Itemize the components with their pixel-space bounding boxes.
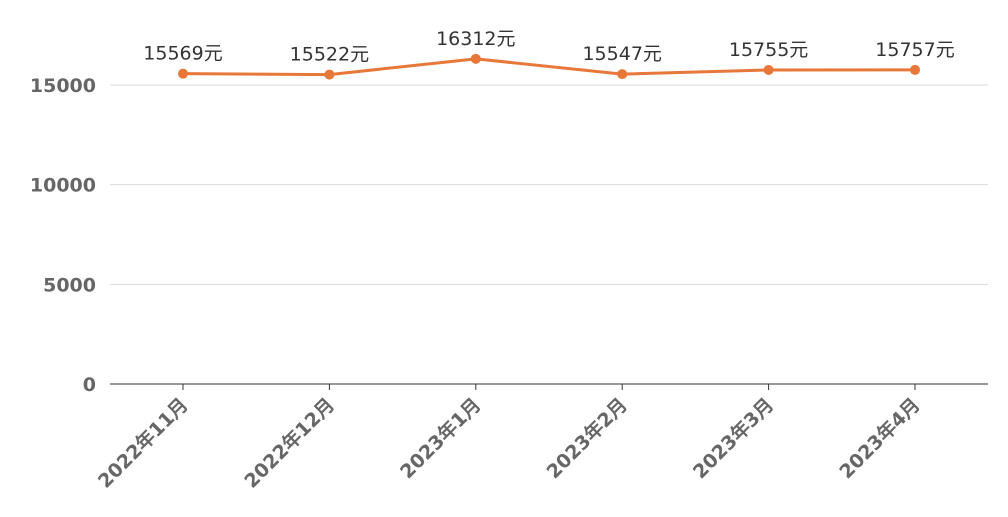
x-axis-labels: 2022年11月 2022年12月 2023年1月 2023年2月 2023年3月 202… [93,393,924,492]
series-layer [182,57,916,77]
x-tick-label: 2023年4月 [835,393,925,483]
x-tick-label: 2023年3月 [688,393,778,483]
data-point [178,68,188,79]
y-tick-label: 15000 [30,75,96,97]
y-axis-labels: 0 5000 10000 15000 [30,75,96,396]
data-label: 15522元 [290,44,369,66]
data-label: 16312元 [436,28,515,50]
data-label: 15755元 [729,39,808,61]
data-point [910,64,920,75]
x-tick-label: 2022年12月 [240,393,339,492]
data-point [324,69,335,80]
x-tick-label: 2023年2月 [542,393,632,483]
data-point [470,53,481,64]
series-line [182,57,916,77]
data-point [617,69,628,80]
y-tick-label: 0 [83,374,96,396]
data-label: 15757元 [875,39,954,61]
data-label-layer: 15569元 15522元 16312元 15547元 15755元 15757元 [143,28,954,66]
point-layer [178,53,920,80]
data-point [763,64,774,75]
x-tick-label: 2023年1月 [395,393,485,483]
grid-layer [110,84,988,390]
data-label: 15569元 [143,43,222,65]
data-label: 15547元 [582,43,661,65]
x-tick-label: 2022年11月 [93,393,192,492]
y-tick-label: 5000 [43,274,96,296]
y-tick-label: 10000 [30,175,96,197]
